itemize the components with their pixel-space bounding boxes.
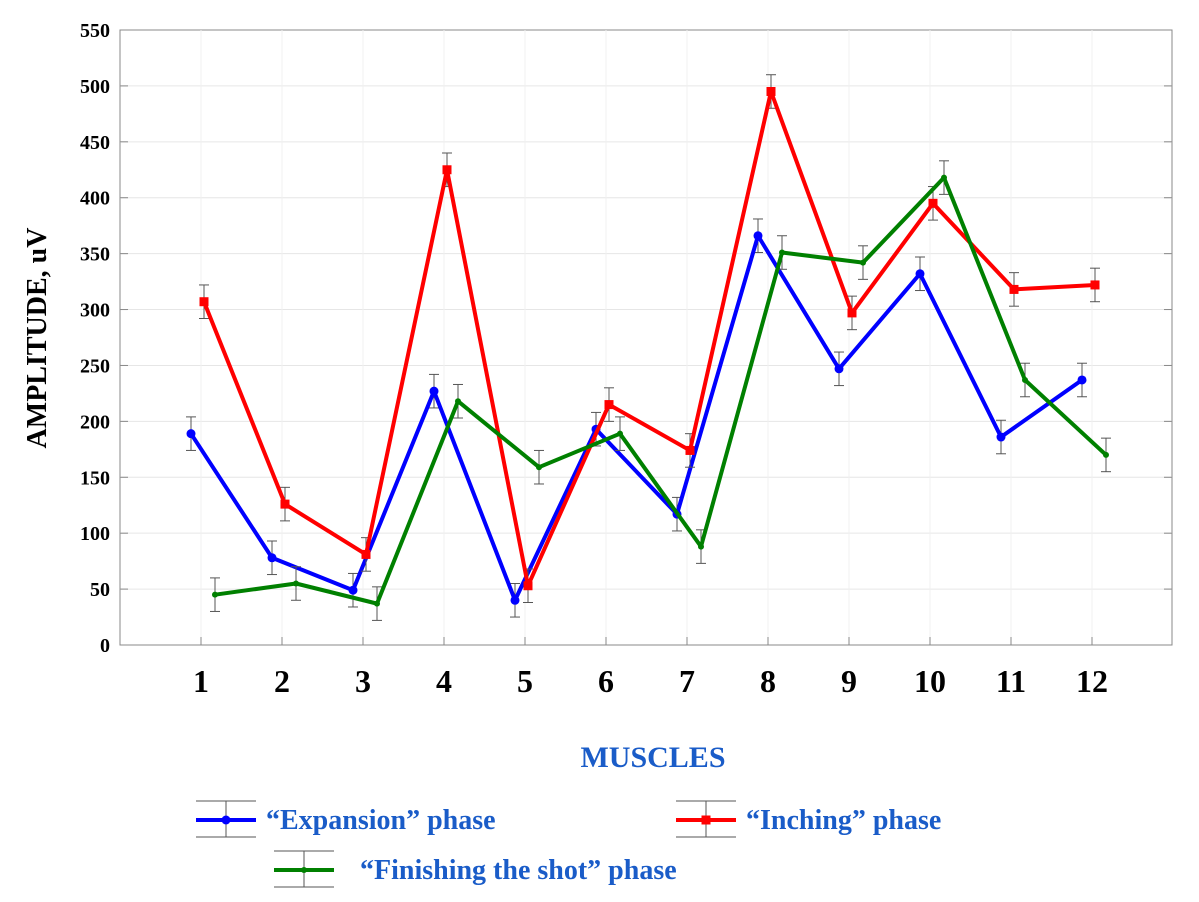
data-point: [1022, 376, 1028, 383]
data-point: [267, 553, 277, 563]
plot-area: [119, 29, 1173, 646]
data-point: [698, 543, 704, 550]
y-tick-label: 200: [80, 411, 110, 433]
y-tick-label: 150: [80, 467, 110, 489]
series-line: [202, 89, 1096, 588]
y-tick-label: 450: [80, 132, 110, 154]
data-point: [442, 165, 452, 175]
x-tick-label: 7: [679, 663, 695, 699]
data-point: [928, 198, 938, 208]
x-tick-label: 4: [436, 663, 452, 699]
data-point: [429, 386, 439, 396]
data-point: [834, 364, 844, 374]
x-tick-label: 1: [193, 663, 209, 699]
data-point: [617, 430, 623, 437]
x-tick-label: 11: [996, 663, 1026, 699]
data-point: [293, 580, 299, 587]
x-tick-label: 9: [841, 663, 857, 699]
y-tick-label: 250: [80, 355, 110, 377]
x-tick-label: 6: [598, 663, 614, 699]
y-tick-label: 0: [100, 635, 110, 657]
legend-item-1: “Inching” phase: [676, 800, 941, 838]
x-tick-label: 8: [760, 663, 776, 699]
x-tick-label: 2: [274, 663, 290, 699]
series-1: [199, 74, 1100, 604]
data-point: [348, 585, 358, 595]
data-point: [455, 398, 461, 405]
y-tick-label: 500: [80, 76, 110, 98]
data-point: [701, 815, 711, 825]
series-line: [189, 233, 1084, 603]
data-point: [1090, 280, 1100, 290]
data-point: [1009, 284, 1019, 294]
data-point: [361, 549, 371, 559]
x-tick-label: 10: [914, 663, 946, 699]
legend-item-2: “Finishing the shot” phase: [274, 850, 677, 888]
y-axis-label: AMPLITUDE, uV: [22, 228, 53, 449]
data-point: [753, 231, 763, 241]
data-point: [779, 249, 785, 256]
series-line: [214, 175, 1108, 606]
legend-label: “Finishing the shot” phase: [360, 855, 677, 886]
data-point: [523, 581, 533, 591]
y-tick-label: 550: [80, 20, 110, 42]
data-point: [1077, 375, 1087, 385]
legend-item-0: “Expansion” phase: [196, 800, 496, 838]
y-tick-label: 400: [80, 188, 110, 210]
data-point: [766, 87, 776, 96]
data-point: [685, 445, 695, 455]
data-point: [1103, 451, 1109, 458]
data-point: [915, 269, 925, 279]
data-point: [941, 174, 947, 181]
data-point: [199, 297, 209, 307]
data-point: [221, 815, 231, 825]
data-point: [280, 499, 290, 509]
data-point: [860, 259, 866, 266]
data-point: [604, 400, 614, 410]
y-tick-label: 100: [80, 523, 110, 545]
x-tick-label: 3: [355, 663, 371, 699]
legend-label: “Inching” phase: [746, 805, 941, 836]
legend-label: “Expansion” phase: [266, 805, 496, 836]
x-axis-label: MUSCLES: [580, 741, 725, 774]
x-tick-label: 5: [517, 663, 533, 699]
legend: “Expansion” phase “Inching” phase “Finishi…: [196, 800, 941, 888]
y-tick-label: 50: [90, 579, 110, 601]
data-point: [212, 591, 218, 598]
data-point: [510, 595, 520, 605]
data-point: [186, 429, 196, 439]
data-point: [301, 867, 307, 873]
y-tick-label: 350: [80, 244, 110, 266]
series-2: [210, 160, 1111, 621]
data-point: [996, 432, 1006, 442]
data-point: [374, 600, 380, 607]
x-tick-label: 12: [1076, 663, 1108, 699]
y-tick-label: 300: [80, 300, 110, 322]
data-point: [536, 464, 542, 471]
data-point: [847, 308, 857, 318]
